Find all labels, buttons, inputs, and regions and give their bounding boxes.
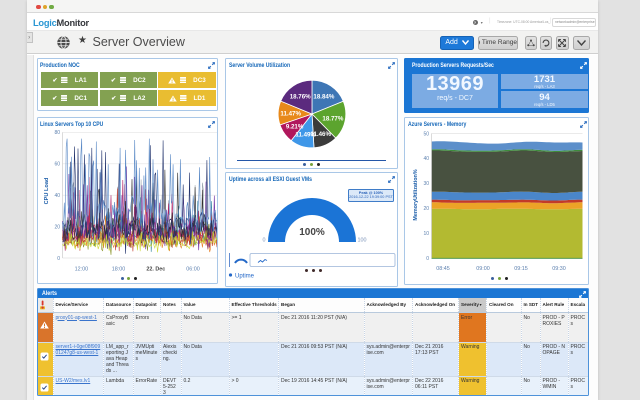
svg-text:12:00: 12:00 <box>74 267 88 273</box>
svg-text:20: 20 <box>423 206 429 212</box>
svg-text:50: 50 <box>423 131 429 137</box>
svg-text:0: 0 <box>263 238 266 244</box>
svg-text:9.21%: 9.21% <box>286 123 304 130</box>
svg-text:60: 60 <box>54 162 60 168</box>
svg-text:18.77%: 18.77% <box>322 115 343 122</box>
svg-text:40: 40 <box>54 193 60 199</box>
svg-text:11.46%: 11.46% <box>310 130 331 137</box>
svg-text:CPU Load: CPU Load <box>44 177 50 204</box>
svg-text:40: 40 <box>423 156 429 162</box>
svg-text:06:00: 06:00 <box>186 267 200 273</box>
svg-text:Uptime: Uptime <box>235 273 255 279</box>
svg-text:09:15: 09:15 <box>514 266 528 272</box>
svg-text:09:00: 09:00 <box>476 266 490 272</box>
svg-text:11.49%: 11.49% <box>295 131 316 138</box>
svg-text:18:00: 18:00 <box>111 267 125 273</box>
svg-text:09:30: 09:30 <box>552 266 566 272</box>
svg-text:18.84%: 18.84% <box>313 93 334 100</box>
svg-text:100: 100 <box>358 238 367 244</box>
svg-text:100%: 100% <box>299 227 325 238</box>
svg-text:18.76%: 18.76% <box>290 93 311 100</box>
svg-text:10: 10 <box>423 231 429 237</box>
svg-text:0: 0 <box>426 256 429 262</box>
svg-text:80: 80 <box>54 130 60 136</box>
svg-text:0: 0 <box>57 256 60 262</box>
svg-text:20: 20 <box>54 224 60 230</box>
svg-text:MemoryUtilization%: MemoryUtilization% <box>413 169 419 220</box>
svg-text:22. Dec: 22. Dec <box>146 267 165 273</box>
svg-text:08:45: 08:45 <box>436 266 450 272</box>
svg-text:11.47%: 11.47% <box>280 110 301 117</box>
svg-text:30: 30 <box>423 181 429 187</box>
